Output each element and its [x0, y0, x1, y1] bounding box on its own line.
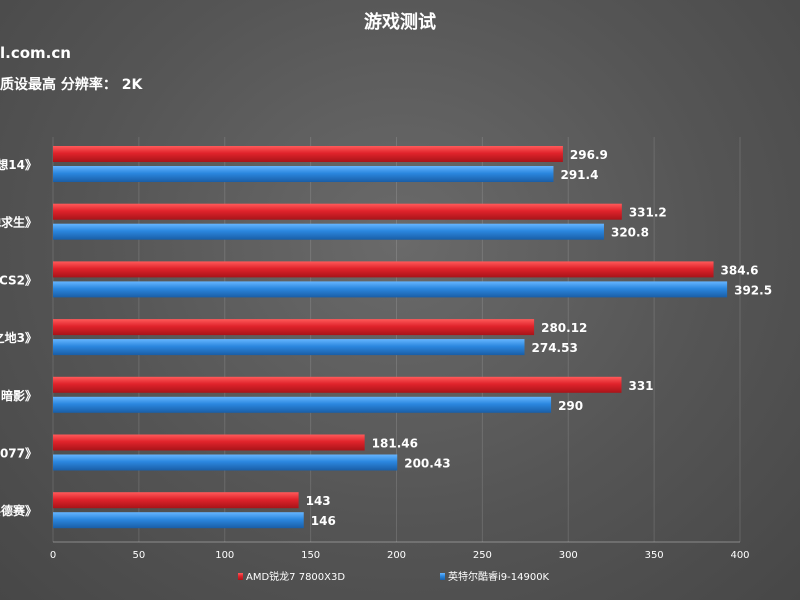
- bar-amd: [53, 492, 299, 509]
- category-label: 想14》: [0, 157, 37, 172]
- x-tick-label: 0: [50, 550, 56, 561]
- bar-intel: [53, 454, 398, 471]
- x-tick-label: 50: [133, 550, 146, 561]
- bar-amd: [53, 434, 365, 451]
- bar-intel: [53, 166, 554, 182]
- bar-intel: [53, 396, 552, 413]
- value-label: 296.9: [570, 148, 608, 162]
- bar-amd: [53, 203, 622, 220]
- x-tick-label: 350: [645, 550, 664, 561]
- x-tick-label: 100: [215, 550, 234, 561]
- value-label: 181.46: [372, 437, 418, 451]
- category-label: 2077》: [0, 446, 37, 461]
- bar-amd: [53, 319, 535, 336]
- bar-intel: [53, 281, 728, 298]
- category-label: 地求生》: [0, 215, 37, 230]
- value-label: 331.2: [629, 206, 667, 220]
- value-label: 331: [628, 379, 653, 393]
- bar-amd: [53, 376, 622, 393]
- category-label: 之地3》: [0, 330, 37, 345]
- value-label: 274.53: [532, 341, 578, 355]
- value-label: 146: [311, 514, 336, 528]
- bar-intel: [53, 512, 304, 529]
- legend-swatch: [238, 573, 243, 580]
- legend-label: AMD锐龙7 7800X3D: [246, 570, 345, 583]
- legend-swatch: [440, 573, 445, 580]
- value-label: 280.12: [541, 321, 587, 335]
- test-settings-text: 质设最高 分辨率： 2K: [0, 77, 143, 93]
- value-label: 200.43: [404, 457, 450, 471]
- site-url-text: l.com.cn: [0, 44, 71, 62]
- legend-label: 英特尔酷睿i9-14900K: [448, 570, 550, 583]
- value-label: 384.6: [721, 263, 759, 277]
- value-label: 291.4: [560, 168, 598, 182]
- category-label: 暗影》: [1, 388, 37, 403]
- bar-intel: [53, 339, 525, 356]
- x-tick-label: 300: [559, 550, 578, 561]
- x-tick-label: 200: [387, 550, 406, 561]
- chart-title: 游戏测试: [364, 12, 436, 33]
- value-label: 143: [306, 494, 331, 508]
- bar-amd: [53, 261, 714, 278]
- x-tick-label: 400: [730, 550, 749, 561]
- x-tick-label: 150: [301, 550, 320, 561]
- value-label: 290: [558, 399, 583, 413]
- bar-intel: [53, 223, 604, 240]
- value-label: 320.8: [611, 226, 649, 240]
- bar-amd: [53, 146, 563, 162]
- category-label: 县德赛》: [0, 503, 37, 518]
- x-tick-label: 250: [473, 550, 492, 561]
- category-label: 《CS2》: [0, 272, 37, 287]
- value-label: 392.5: [734, 283, 772, 297]
